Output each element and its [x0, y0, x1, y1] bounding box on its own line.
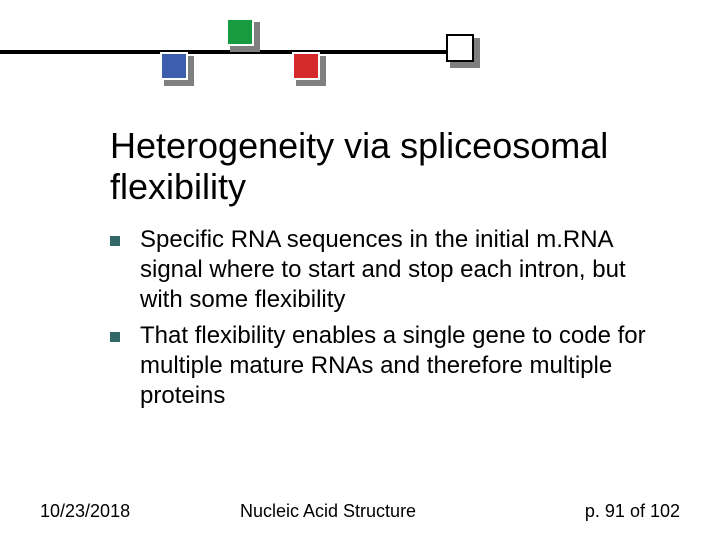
bullet-text: That flexibility enables a single gene t… [140, 321, 670, 411]
deco-square-2 [226, 18, 254, 46]
page-prefix: p. [585, 501, 605, 521]
footer-page: p. 91 of 102 [540, 501, 680, 522]
bullet-icon [110, 321, 140, 411]
slide-body: Specific RNA sequences in the initial m.… [110, 225, 670, 417]
page-current: 91 [605, 501, 625, 521]
slide-footer: 10/23/2018 Nucleic Acid Structure p. 91 … [0, 501, 720, 522]
bullet-text: Specific RNA sequences in the initial m.… [140, 225, 670, 315]
footer-date: 10/23/2018 [40, 501, 180, 522]
bullet-icon [110, 225, 140, 315]
deco-square-4 [446, 34, 474, 62]
bullet-item: That flexibility enables a single gene t… [110, 321, 670, 411]
page-sep: of [625, 501, 650, 521]
footer-title: Nucleic Acid Structure [180, 501, 540, 522]
page-total: 102 [650, 501, 680, 521]
deco-square-3 [292, 52, 320, 80]
slide-title: Heterogeneity via spliceosomal flexibili… [110, 125, 670, 208]
header-rule [0, 50, 454, 54]
bullet-item: Specific RNA sequences in the initial m.… [110, 225, 670, 315]
deco-square-1 [160, 52, 188, 80]
